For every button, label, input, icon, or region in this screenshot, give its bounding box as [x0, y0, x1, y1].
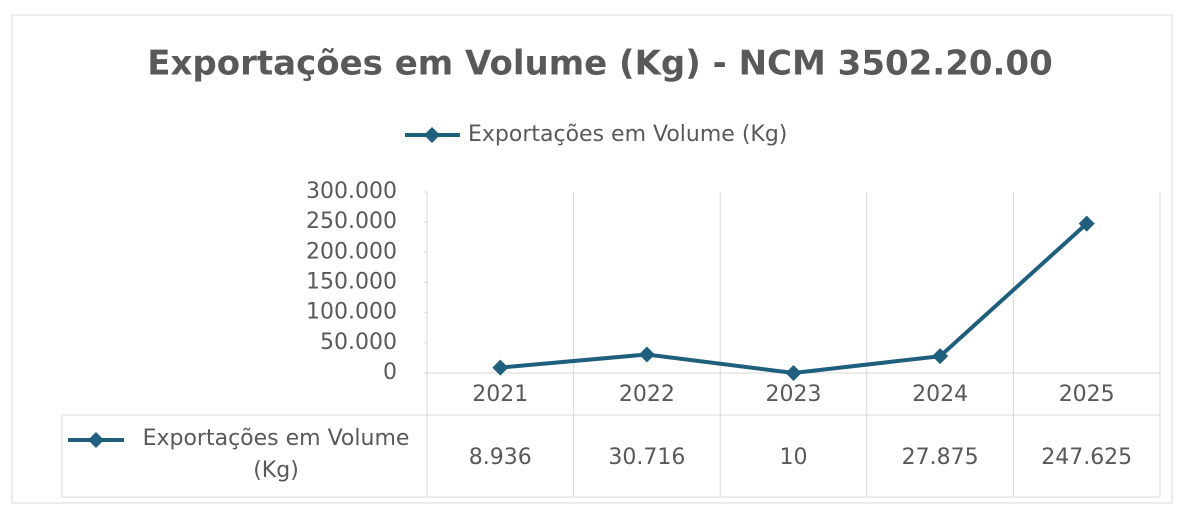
- chart-title: Exportações em Volume (Kg) - NCM 3502.20…: [147, 44, 1053, 84]
- x-tick-label: 2021: [472, 382, 528, 407]
- x-tick-label: 2023: [766, 382, 822, 407]
- x-tick-label: 2022: [619, 382, 675, 407]
- table-value: 27.875: [902, 445, 979, 470]
- y-tick-label: 150.000: [306, 270, 397, 295]
- chart-area: [11, 14, 1173, 504]
- marker: [1078, 215, 1095, 232]
- y-tick-label: 300.000: [306, 179, 397, 204]
- marker: [785, 364, 802, 381]
- marker: [638, 346, 655, 363]
- legend-marker: [424, 127, 440, 143]
- marker: [932, 348, 949, 365]
- table-value: 30.716: [608, 445, 685, 470]
- y-tick-label: 100.000: [306, 300, 397, 325]
- y-tick-label: 50.000: [320, 330, 397, 355]
- y-tick-label: 250.000: [306, 209, 397, 234]
- table-value: 8.936: [469, 445, 532, 470]
- x-tick-label: 2025: [1059, 382, 1115, 407]
- legend-label: Exportações em Volume (Kg): [468, 122, 787, 147]
- x-tick-label: 2024: [912, 382, 968, 407]
- table-legend-marker: [88, 432, 104, 448]
- table-series-name: Exportações em Volume (Kg): [142, 426, 410, 483]
- marker: [492, 359, 509, 376]
- y-tick-label: 0: [383, 360, 397, 385]
- table-value: 247.625: [1041, 445, 1132, 470]
- table-value: 10: [780, 445, 808, 470]
- y-tick-label: 200.000: [306, 239, 397, 264]
